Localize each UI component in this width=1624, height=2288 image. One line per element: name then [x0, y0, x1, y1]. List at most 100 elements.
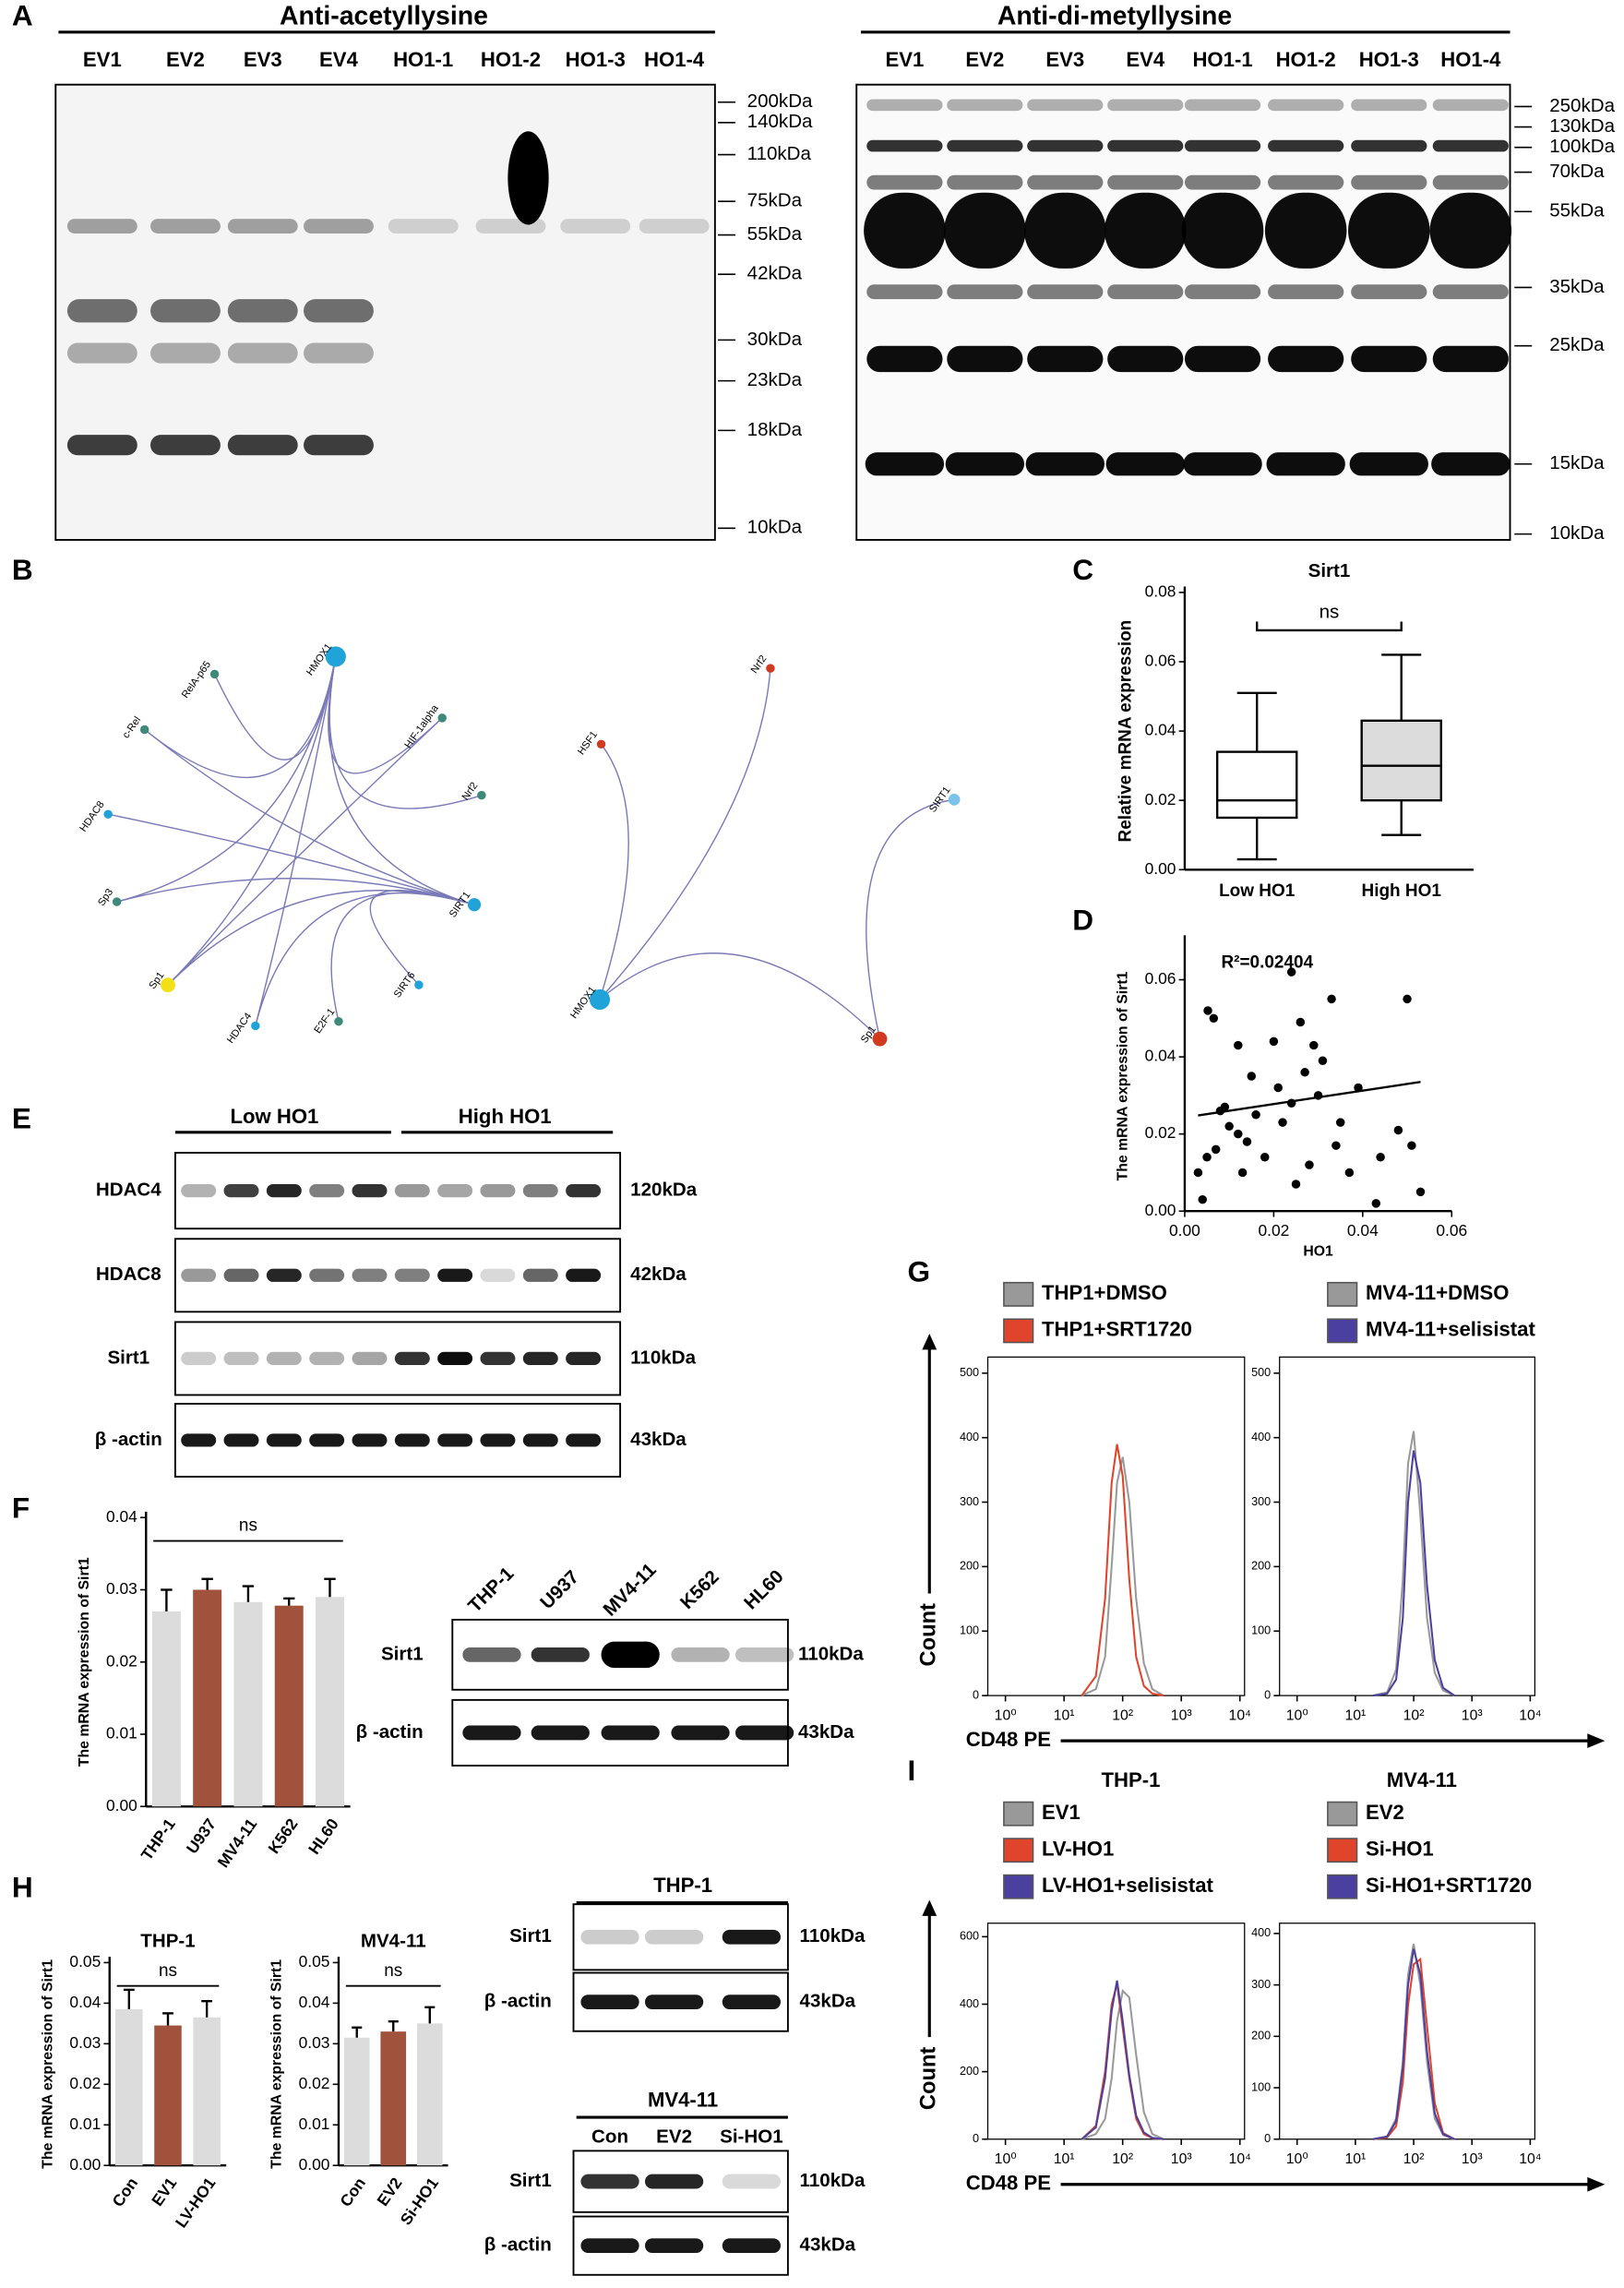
bar	[193, 1589, 222, 1807]
blot-band	[1184, 139, 1261, 152]
y-tick-label: 200	[960, 1560, 979, 1573]
scatter-point	[1198, 1194, 1207, 1204]
blot-band	[580, 1929, 639, 1945]
blot-band	[1027, 99, 1104, 112]
lane-label: Con	[591, 2126, 628, 2148]
x-tick-label: HL60	[304, 1815, 342, 1858]
x-tick-label: EV2	[373, 2174, 405, 2209]
blot-band	[1181, 192, 1264, 269]
legend-label: LV-HO1	[1042, 1838, 1114, 1861]
blot-band	[866, 174, 943, 190]
blot-band	[601, 1641, 660, 1669]
histogram-line	[1081, 1443, 1164, 1697]
chart-title: THP-1	[140, 1931, 195, 1952]
y-tick-label: 100	[1251, 2080, 1271, 2093]
blot-band	[1184, 174, 1261, 190]
scatter-point	[1224, 1121, 1234, 1132]
blot-band	[181, 1268, 217, 1282]
y-tick-label: 0.01	[106, 1724, 137, 1743]
trend-line	[1198, 1081, 1421, 1117]
blot-band	[722, 1929, 782, 1945]
blot-band	[644, 1929, 704, 1945]
bar	[115, 2008, 143, 2166]
blot-band	[1432, 174, 1509, 190]
blot-band	[866, 345, 943, 373]
lane-label: HO1-2	[1276, 48, 1336, 71]
bar	[233, 1601, 263, 1807]
scatter-point	[1327, 994, 1336, 1004]
blot-band	[150, 219, 221, 234]
network-edge	[328, 656, 483, 809]
y-axis-label: The mRNA expression of Sirt1	[77, 1557, 92, 1767]
network-node	[596, 739, 606, 749]
x-axis-label: CD48 PE	[966, 1728, 1051, 1751]
blot-band	[734, 1647, 794, 1662]
y-tick-label: 400	[960, 1431, 979, 1443]
chart-title: Sirt1	[1308, 560, 1351, 581]
lane-label: EV2	[656, 2126, 692, 2148]
panel-letter: F	[12, 1491, 30, 1525]
lane-label: EV2	[166, 48, 205, 71]
lane-label: HO1-3	[1359, 48, 1419, 71]
lane-label: HO1-2	[481, 48, 541, 71]
y-tick-label: 0.01	[299, 2114, 330, 2133]
marker-label: 55kDa	[1549, 200, 1605, 222]
x-tick-label: 10³	[1171, 2151, 1192, 2167]
blot-band	[309, 1268, 345, 1282]
y-tick-label: 400	[1251, 1926, 1271, 1939]
y-tick-label: 0.04	[1145, 1047, 1176, 1065]
scatter-point	[1371, 1199, 1381, 1208]
y-tick-label: 0.02	[69, 2074, 101, 2092]
annotation: ns	[239, 1516, 257, 1536]
blot-band	[309, 1183, 345, 1198]
y-tick-label: 0	[973, 1688, 979, 1701]
panel-letter: B	[12, 553, 33, 586]
blot-band	[266, 1351, 302, 1366]
blot-band	[1027, 174, 1104, 190]
plot-frame	[1279, 1356, 1536, 1696]
blot-band	[309, 1433, 345, 1447]
blot-band	[601, 1725, 660, 1741]
blot-band	[352, 1351, 388, 1366]
bar	[315, 1597, 344, 1807]
x-tick-label: High HO1	[1362, 881, 1442, 901]
panel-letter: C	[1072, 553, 1093, 586]
network-edge	[599, 668, 771, 1000]
network-edge	[144, 728, 475, 905]
blot-band	[508, 131, 549, 225]
blot-band	[227, 299, 298, 323]
network-node	[872, 1031, 888, 1047]
x-tick-label: 10⁰	[1286, 2151, 1308, 2167]
lane-label: EV3	[1045, 48, 1084, 71]
y-tick-label: 0.00	[299, 2155, 330, 2174]
row-label: β -actin	[484, 1991, 552, 2012]
x-axis-label: HO1	[1303, 1244, 1333, 1260]
blot-band	[1429, 192, 1512, 269]
x-tick-label: Low HO1	[1219, 881, 1296, 901]
blot-band	[223, 1183, 259, 1198]
blot-band	[1025, 452, 1105, 476]
box-body	[1215, 750, 1298, 820]
network-node	[334, 1016, 343, 1026]
blot-band	[1027, 284, 1104, 300]
blot-title: THP-1	[653, 1874, 712, 1897]
x-tick-label: EV1	[148, 2174, 180, 2210]
marker-label: 75kDa	[747, 190, 803, 211]
y-tick-label: 0.02	[299, 2074, 330, 2092]
blot-band	[522, 1268, 558, 1282]
blot-band	[352, 1268, 388, 1282]
y-tick-label: 0.02	[1145, 1123, 1176, 1142]
blot-band	[150, 342, 221, 364]
blot-band	[1184, 99, 1261, 112]
network-edge	[599, 952, 881, 1040]
blot-band	[1107, 99, 1184, 112]
scatter-point	[1335, 1118, 1345, 1127]
panel-letter: I	[908, 1754, 916, 1787]
legend-swatch	[1003, 1838, 1034, 1863]
blot-band	[865, 452, 945, 476]
legend-label: THP1+SRT1720	[1042, 1318, 1192, 1341]
blot-band	[1432, 139, 1509, 152]
network-edge	[167, 890, 475, 986]
blot-band	[437, 1183, 473, 1198]
blot-band	[1348, 192, 1430, 269]
